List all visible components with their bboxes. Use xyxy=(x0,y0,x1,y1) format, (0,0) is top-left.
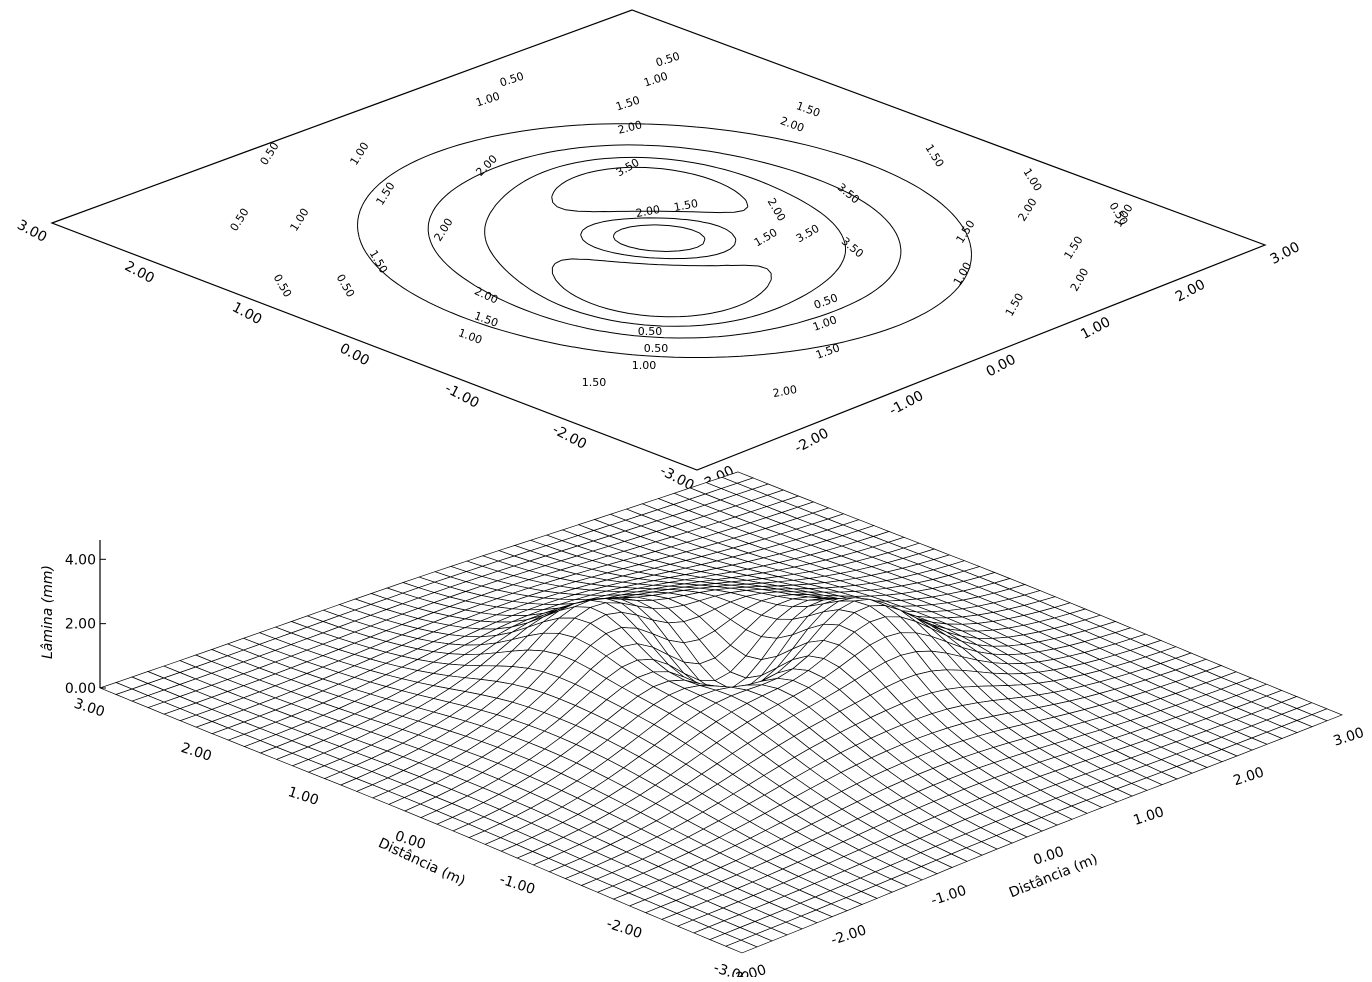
contour-label: 1.00 xyxy=(1020,166,1044,194)
contour-labels: 0.500.50 1.001.00 1.50 1.502.00 2.002.00 3.50… xyxy=(228,50,1136,400)
contour-label: 0.50 xyxy=(638,325,663,338)
surface-x-tick: 1.00 xyxy=(286,784,321,809)
contour-label: 1.00 xyxy=(474,90,501,110)
contour-label: 3.50 xyxy=(835,181,862,207)
contour-label: 0.50 xyxy=(644,342,669,355)
contour-x-ticks: 3.002.001.000.00-1.00-2.00-3.00 xyxy=(14,217,696,494)
contour-label: 1.50 xyxy=(1062,234,1086,262)
contour-label: 1.00 xyxy=(632,359,657,372)
contour-label: 1.50 xyxy=(752,226,780,250)
contour-label: 1.50 xyxy=(472,309,499,330)
contour-label: 1.50 xyxy=(794,99,821,120)
contour-line-2 xyxy=(484,156,846,327)
contour-label: 1.50 xyxy=(374,180,398,208)
contour-label: 1.00 xyxy=(642,70,669,90)
contour-y-ticks: -3.00-2.00-1.000.001.002.003.00 xyxy=(697,239,1302,494)
surface-x-tick: 3.00 xyxy=(72,696,107,721)
contour-line-1 xyxy=(427,144,902,339)
contour-lines xyxy=(357,123,972,358)
contour-label: 3.50 xyxy=(614,156,642,180)
contour-label: 1.50 xyxy=(922,142,946,170)
contour-label: 1.00 xyxy=(811,313,838,334)
contour-label: 2.00 xyxy=(432,216,456,244)
contour-y-tick: 0.00 xyxy=(984,352,1019,381)
contour-label: 2.00 xyxy=(635,203,661,220)
contour-label: 1.00 xyxy=(348,140,372,168)
contour-label: 1.50 xyxy=(614,94,641,114)
z-tick-label: 4.00 xyxy=(65,552,96,568)
contour-y-tick: 2.00 xyxy=(1173,277,1208,306)
contour-label: 1.50 xyxy=(814,341,841,362)
contour-label: 1.50 xyxy=(582,376,607,389)
contour-label: 3.50 xyxy=(839,235,866,261)
contour-label: 0.50 xyxy=(654,50,681,70)
surface-x-tick: 2.00 xyxy=(179,740,214,765)
contour-label: 1.00 xyxy=(288,206,312,234)
surface-x-tick: -2.00 xyxy=(605,916,644,942)
contour-y-tick: 3.00 xyxy=(1268,239,1303,268)
contour-label: 2.00 xyxy=(778,114,805,135)
contour-label: 2.00 xyxy=(1068,266,1092,294)
contour-label: 2.00 xyxy=(473,152,500,179)
contour-frame xyxy=(50,9,1267,471)
contour-x-tick: 0.00 xyxy=(337,341,372,370)
surface-y-tick: 1.00 xyxy=(1131,804,1166,829)
contour-label: 3.50 xyxy=(794,222,822,246)
contour-line-0 xyxy=(357,123,972,358)
surface-y-tick: -2.00 xyxy=(829,922,868,948)
contour-x-tick: 2.00 xyxy=(122,258,157,287)
contour-label: 0.50 xyxy=(228,206,252,234)
contour-line-3 xyxy=(551,166,772,318)
contour-label: 2.00 xyxy=(616,118,643,137)
surface-plot: 4.00 2.00 0.00 Lâmina (mm) 3.00 2.00 1.00 0.0… xyxy=(40,471,1366,982)
surface-mesh xyxy=(99,471,1343,954)
contour-plot: 0.500.50 1.001.00 1.50 1.502.00 2.002.00 3.50… xyxy=(14,9,1303,494)
surface-y-tick: -1.00 xyxy=(929,883,968,909)
contour-label: 2.00 xyxy=(472,284,500,306)
contour-label: 1.50 xyxy=(367,248,391,276)
contour-label: 2.00 xyxy=(765,196,789,224)
contour-label: 1.00 xyxy=(456,326,483,347)
surface-cell xyxy=(724,939,758,954)
contour-y-tick: 1.00 xyxy=(1078,314,1113,343)
contour-label: 0.50 xyxy=(812,291,839,312)
z-axis-label: Lâmina (mm) xyxy=(40,565,56,659)
contour-label: 1.50 xyxy=(1003,291,1027,319)
contour-label: 2.00 xyxy=(1016,196,1040,224)
contour-label: 0.50 xyxy=(334,272,358,300)
z-tick-label: 0.00 xyxy=(65,681,96,697)
contour-label: 1.50 xyxy=(954,218,978,246)
z-tick-label: 2.00 xyxy=(65,617,96,633)
contour-label: 0.50 xyxy=(258,140,282,168)
surface-y-tick: 2.00 xyxy=(1231,764,1266,789)
contour-label: 0.50 xyxy=(271,272,295,300)
contour-x-tick: 3.00 xyxy=(14,217,49,246)
contour-label: 1.50 xyxy=(673,197,699,214)
contour-label: 0.50 xyxy=(498,70,525,90)
surface-x-ticks: 3.002.001.000.00-1.00-2.00-3.00 xyxy=(72,696,751,982)
contour-x-tick: 1.00 xyxy=(229,299,264,328)
surface-y-tick: 3.00 xyxy=(1331,725,1366,750)
surface-x-tick: -1.00 xyxy=(498,872,537,898)
contour-label: 2.00 xyxy=(772,383,798,400)
z-axis-ticks: 4.00 2.00 0.00 xyxy=(65,552,106,697)
